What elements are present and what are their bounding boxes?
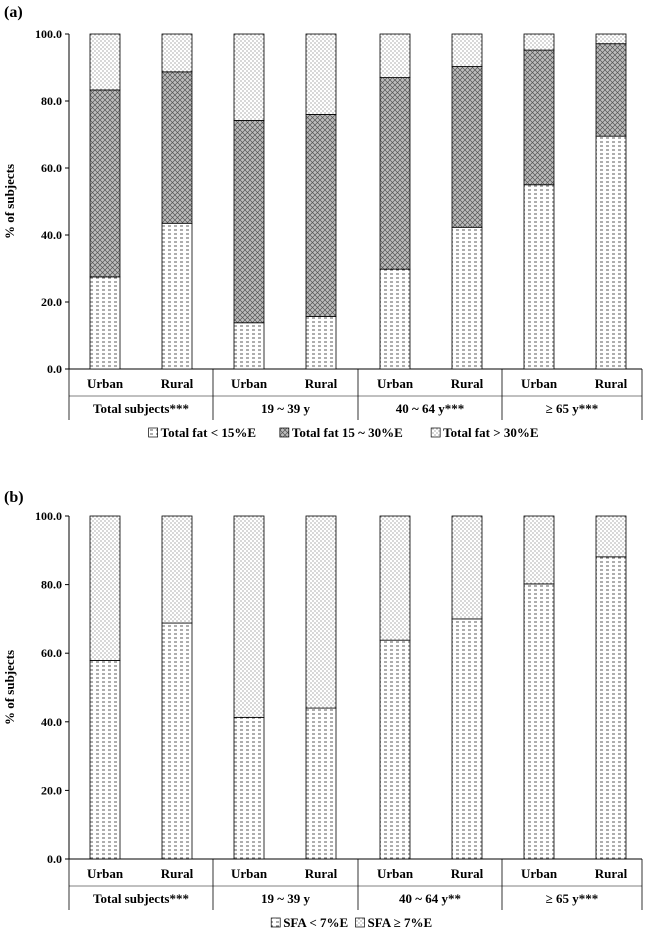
x-category-label: Urban: [231, 376, 268, 391]
x-group-label: 19 ~ 39 y: [261, 891, 311, 906]
bar-segment: [89, 33, 121, 91]
legend-label: SFA < 7%E: [283, 915, 348, 930]
bar-segment: [233, 322, 265, 370]
bar-segment: [89, 515, 121, 661]
bar-segment: [451, 226, 483, 370]
y-tick-label: 100.0: [35, 27, 62, 41]
y-tick-label: 80.0: [41, 94, 62, 108]
bar-segment: [379, 268, 411, 370]
legend-swatch: [279, 427, 290, 438]
x-category-label: Rural: [305, 866, 338, 881]
y-tick-label: 0.0: [47, 362, 62, 376]
bar-segment: [451, 515, 483, 620]
x-group-label: ≥ 65 y***: [546, 401, 599, 416]
x-group-label: 40 ~ 64 y***: [396, 401, 465, 416]
x-category-label: Rural: [305, 376, 338, 391]
bar-segment: [595, 515, 627, 558]
bar-segment: [523, 184, 555, 370]
x-category-label: Rural: [595, 866, 628, 881]
y-tick-label: 60.0: [41, 161, 62, 175]
x-group-label: 19 ~ 39 y: [261, 401, 311, 416]
x-category-label: Urban: [87, 866, 124, 881]
bar-segment: [305, 33, 337, 115]
bar-segment: [595, 43, 627, 137]
legend-swatch: [270, 917, 281, 928]
bar-segment: [523, 515, 555, 585]
bar-segment: [161, 33, 193, 73]
bar-segment: [451, 66, 483, 228]
bar-segment: [451, 33, 483, 67]
x-category-label: Urban: [521, 376, 558, 391]
legend-label: Total fat < 15%E: [161, 425, 256, 440]
x-group-label: Total subjects***: [93, 891, 189, 906]
bar-segment: [595, 556, 627, 860]
legend-label: Total fat > 30%E: [443, 425, 538, 440]
bar-segment: [233, 120, 265, 324]
bar-segment: [595, 135, 627, 370]
bar-segment: [233, 716, 265, 860]
x-category-label: Rural: [451, 376, 484, 391]
x-group-label: 40 ~ 64 y**: [399, 891, 461, 906]
y-tick-label: 0.0: [47, 852, 62, 866]
bar-segment: [161, 515, 193, 624]
bar-segment: [305, 316, 337, 370]
legend-label: Total fat 15 ~ 30%E: [292, 425, 403, 440]
legend-swatch: [355, 917, 365, 928]
legend-label: SFA ≥ 7%E: [368, 915, 433, 930]
bar-segment: [161, 622, 193, 860]
x-category-label: Urban: [377, 376, 414, 391]
y-tick-label: 40.0: [41, 228, 62, 242]
legend-swatch: [430, 427, 441, 438]
panel-label: (b): [4, 489, 24, 506]
y-tick-label: 40.0: [41, 715, 62, 729]
bar-segment: [89, 276, 121, 370]
x-category-label: Urban: [377, 866, 414, 881]
bar-segment: [451, 618, 483, 860]
bar-segment: [523, 49, 555, 186]
bar-segment: [379, 639, 411, 860]
y-tick-label: 80.0: [41, 578, 62, 592]
chart-panel-b: (b) % of subjects 0.0 20.0 40.0 60.0 80.0 100.0…: [2, 489, 643, 930]
x-category-label: Rural: [595, 376, 628, 391]
bar-segment: [305, 707, 337, 860]
bar-segment: [89, 89, 121, 278]
bar-segment: [89, 660, 121, 860]
x-category-label: Urban: [231, 866, 268, 881]
bar-segment: [161, 71, 193, 224]
bar-segment: [595, 33, 627, 45]
chart-panel-a: (a) % of subjects 0.0 20.0 40.0 60.0 80.0 100.0…: [2, 4, 643, 440]
x-group-label: ≥ 65 y***: [546, 891, 599, 906]
bar-segment: [523, 583, 555, 860]
bar-segment: [161, 222, 193, 370]
bar-segment: [305, 515, 337, 709]
x-category-label: Rural: [451, 866, 484, 881]
bar-segment: [233, 515, 265, 718]
bar-segment: [379, 515, 411, 641]
panel-label: (a): [4, 4, 23, 21]
bar-segment: [379, 77, 411, 270]
bar-segment: [523, 33, 555, 51]
y-tick-label: 20.0: [41, 783, 62, 797]
x-group-label: Total subjects***: [93, 401, 189, 416]
y-tick-label: 20.0: [41, 295, 62, 309]
x-category-label: Urban: [521, 866, 558, 881]
x-category-label: Urban: [87, 376, 124, 391]
x-category-label: Rural: [161, 376, 194, 391]
legend-swatch: [148, 427, 158, 438]
y-axis-label: % of subjects: [2, 650, 17, 725]
y-tick-label: 60.0: [41, 646, 62, 660]
x-category-label: Rural: [161, 866, 194, 881]
y-tick-label: 100.0: [35, 509, 62, 523]
bar-segment: [379, 33, 411, 78]
bar-segment: [233, 33, 265, 121]
y-axis-label: % of subjects: [2, 164, 17, 239]
bar-segment: [305, 114, 337, 317]
